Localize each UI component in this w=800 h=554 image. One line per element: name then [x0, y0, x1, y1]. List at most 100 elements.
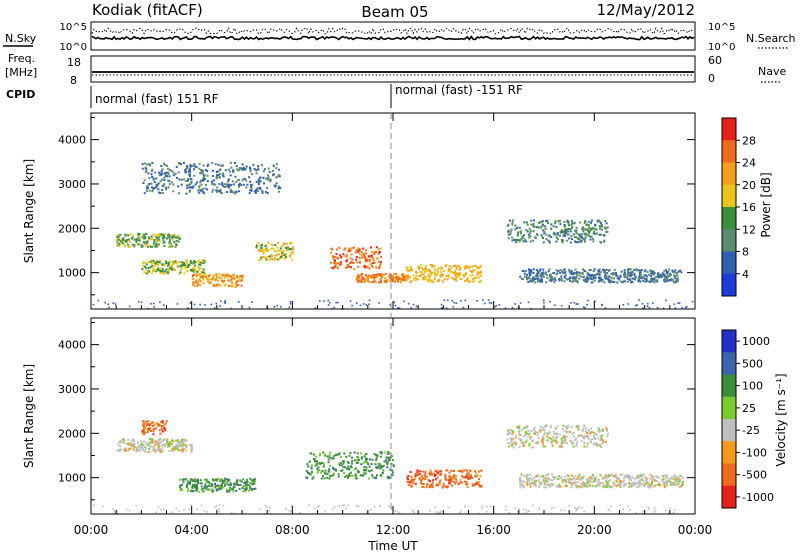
data-gate [199, 189, 202, 192]
data-gate [162, 239, 165, 242]
data-gate [375, 276, 378, 278]
data-gate [197, 283, 200, 286]
data-gate [184, 266, 187, 269]
data-gate [573, 478, 576, 481]
data-gate [620, 483, 623, 486]
data-gate [211, 175, 214, 177]
data-gate [628, 277, 631, 280]
data-gate [459, 470, 462, 473]
ground-scatter-gate [532, 504, 534, 507]
data-gate [542, 271, 545, 274]
data-gate [356, 276, 358, 279]
ground-scatter-gate [159, 301, 161, 304]
data-gate [249, 170, 252, 173]
data-gate [215, 283, 218, 286]
data-gate [667, 270, 669, 273]
data-gate [407, 484, 410, 486]
data-gate [448, 475, 451, 478]
data-gate [357, 276, 360, 279]
data-gate [575, 437, 577, 440]
data-gate [549, 482, 552, 485]
data-gate [574, 279, 577, 281]
data-gate [330, 266, 333, 269]
data-gate [181, 445, 184, 447]
data-gate [522, 484, 525, 487]
data-gate [337, 462, 340, 465]
data-gate [428, 273, 431, 276]
data-gate [192, 164, 195, 167]
data-gate [203, 192, 206, 195]
data-gate [157, 188, 160, 191]
data-gate [428, 279, 431, 281]
data-gate [663, 273, 666, 276]
data-gate [586, 442, 589, 445]
data-gate [422, 276, 425, 279]
data-gate [536, 434, 539, 437]
data-gate [206, 278, 209, 280]
data-gate [332, 257, 334, 260]
data-gate [351, 258, 354, 261]
data-gate [155, 183, 158, 186]
data-gate [423, 268, 426, 271]
data-gate [650, 484, 653, 486]
ground-scatter-gate [299, 512, 301, 514]
data-gate [212, 274, 215, 277]
data-gate [157, 234, 160, 237]
data-gate [431, 481, 434, 484]
data-gate [137, 445, 140, 448]
data-gate [560, 437, 563, 440]
data-gate [663, 474, 666, 477]
data-gate [537, 485, 540, 488]
data-gate [187, 264, 190, 267]
data-gate [261, 190, 264, 193]
data-gate [554, 427, 557, 430]
data-gate [573, 439, 576, 442]
data-gate [553, 272, 556, 275]
data-gate [652, 478, 655, 481]
data-gate [429, 264, 432, 267]
data-gate [206, 478, 209, 481]
data-gate [580, 476, 583, 479]
data-gate [392, 464, 395, 467]
data-gate [447, 268, 450, 271]
data-gate [312, 453, 315, 456]
data-gate [202, 269, 205, 272]
data-gate [216, 478, 219, 481]
ground-scatter-gate [434, 506, 436, 509]
data-gate [562, 480, 565, 483]
ground-scatter-gate [264, 504, 267, 507]
colorbar-swatch [722, 251, 736, 275]
data-gate [144, 167, 147, 170]
data-gate [623, 483, 626, 485]
data-gate [263, 168, 266, 171]
ground-scatter-gate [97, 299, 100, 302]
data-gate [512, 219, 514, 222]
data-gate [528, 274, 531, 277]
data-gate [216, 190, 219, 193]
data-gate [429, 486, 432, 488]
data-gate [175, 439, 178, 442]
data-gate [598, 444, 601, 446]
data-gate [587, 437, 590, 440]
ground-scatter-gate [251, 301, 253, 303]
data-gate [594, 477, 597, 480]
data-gate [371, 474, 373, 477]
data-gate [227, 178, 230, 181]
data-gate [529, 229, 532, 232]
data-gate [455, 475, 457, 478]
data-gate [165, 171, 168, 174]
data-gate [217, 488, 219, 491]
data-gate [207, 281, 210, 283]
data-gate [559, 234, 561, 237]
data-gate [575, 277, 577, 280]
data-gate [154, 450, 157, 453]
data-gate [580, 477, 583, 480]
data-gate [616, 277, 619, 280]
data-gate [168, 267, 171, 270]
data-gate [604, 441, 607, 443]
data-gate [204, 478, 207, 481]
data-gate [528, 444, 531, 447]
data-gate [190, 181, 193, 184]
data-gate [468, 475, 471, 478]
